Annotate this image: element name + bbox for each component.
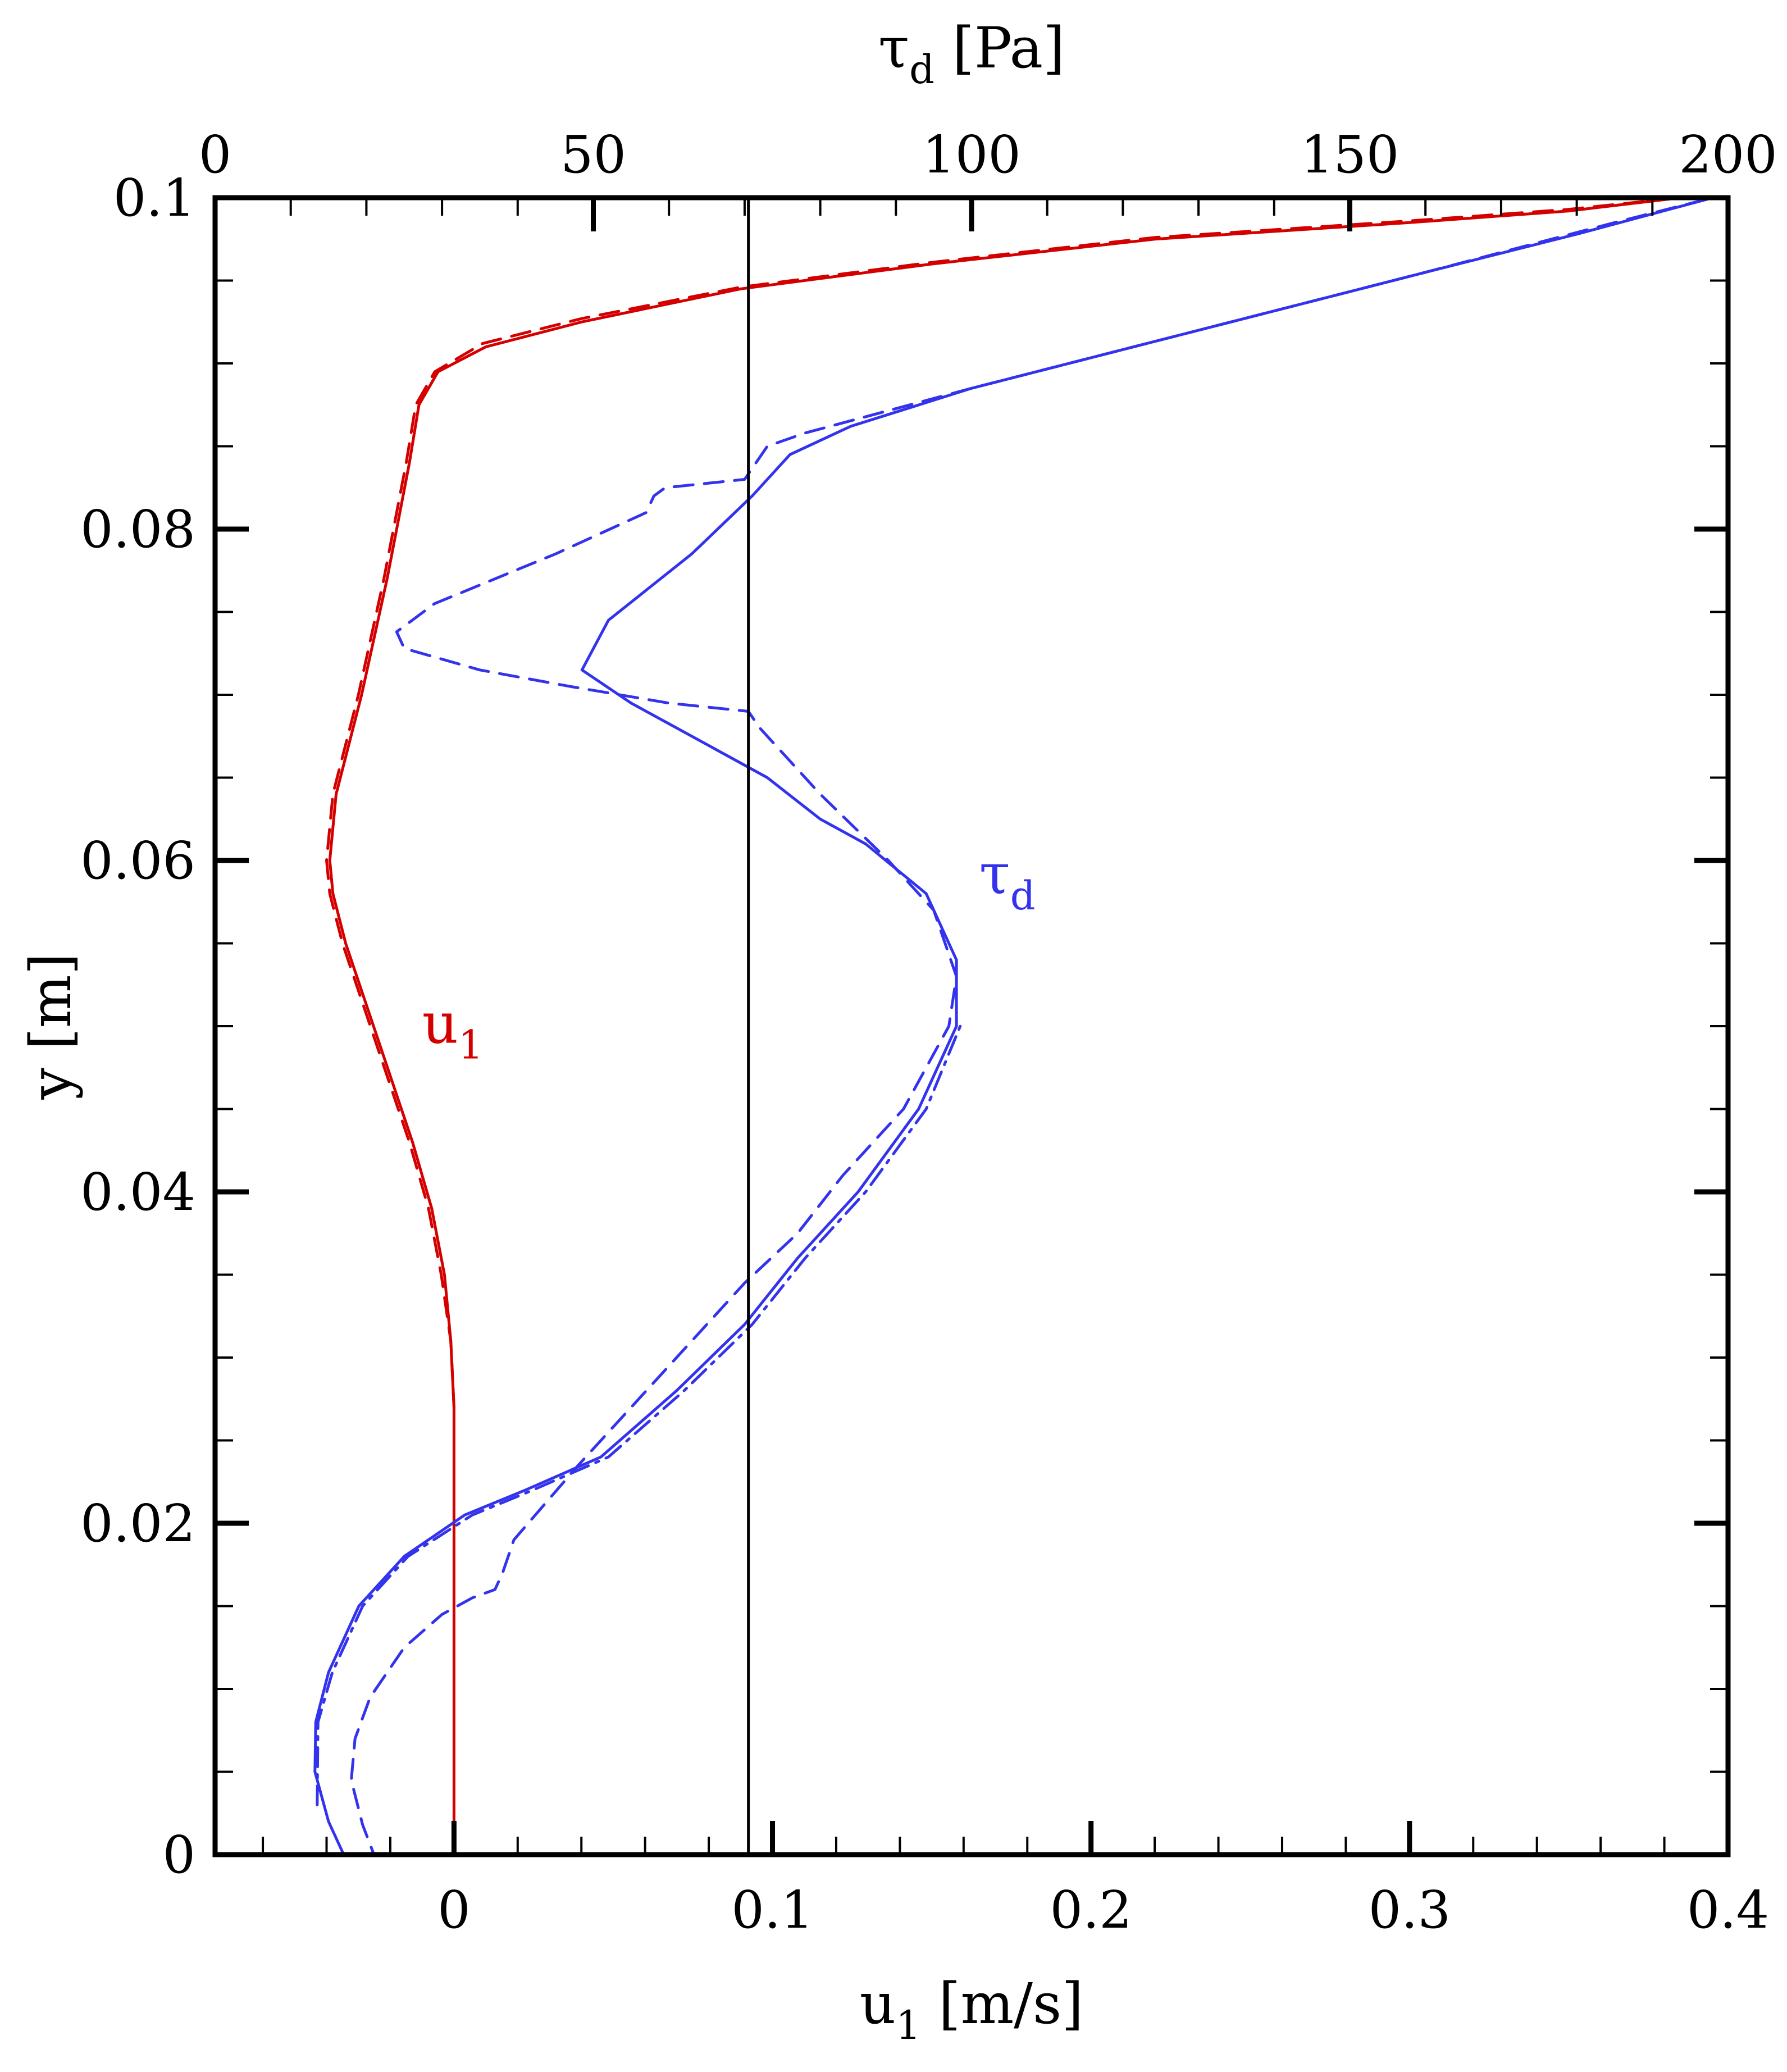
x-bottom-tick-label: 0.3 — [1369, 1880, 1451, 1940]
x-top-tick-label: 50 — [560, 125, 626, 185]
y-tick-label: 0.08 — [80, 499, 195, 559]
tick-labels: 00.020.040.060.080.10 0.1 0.2 0.3 0.40 50 100 1… — [80, 125, 1777, 1940]
tau-curve-label: τd — [979, 841, 1035, 919]
x-axis-title-bottom-base: u — [860, 1971, 896, 2037]
x-bottom-tick-label: 0.2 — [1050, 1880, 1132, 1940]
x-bottom-tick-label: 0.1 — [731, 1880, 813, 1940]
tau-curve-label-sub: d — [1010, 873, 1036, 919]
curves — [270, 196, 1715, 1856]
u1-curve-label-sub: 1 — [458, 1022, 484, 1068]
x-top-tick-label: 0 — [199, 125, 232, 185]
x-top-tick-label: 150 — [1301, 125, 1399, 185]
x-axis-title-bottom-unit: [m/s] — [921, 1971, 1084, 2037]
y-tick-label: 0.02 — [80, 1493, 195, 1554]
y-tick-label: 0 — [162, 1825, 195, 1885]
x-axis-title-top-unit: [Pa] — [934, 15, 1065, 81]
x-top-tick-label: 100 — [922, 125, 1021, 185]
x-axis-title-top-sub: d — [909, 47, 934, 93]
tau-dashed-series-3 — [270, 196, 1715, 1856]
tau-solid-series-2 — [270, 196, 1715, 1856]
u1-curve-label: u1 — [422, 991, 484, 1068]
x-axis-title-top: τd [Pa] — [878, 15, 1065, 93]
y-tick-label: 0.1 — [113, 168, 195, 228]
ticks — [215, 195, 1728, 1857]
x-axis-title-bottom: u1 [m/s] — [860, 1971, 1084, 2048]
x-top-tick-label: 200 — [1679, 125, 1777, 185]
y-tick-label: 0.04 — [80, 1162, 195, 1222]
x-bottom-tick-label: 0.4 — [1687, 1880, 1769, 1940]
u1-dashed-series-1 — [325, 196, 1682, 1409]
u1-solid-series-0 — [328, 196, 1682, 1856]
u1-curve-label-base: u — [422, 991, 458, 1057]
y-tick-label: 0.06 — [80, 831, 195, 891]
x-axis-title-bottom-sub: 1 — [896, 2002, 921, 2048]
tau-dashdot-series-4 — [316, 1024, 962, 1806]
y-axis-title: y [m] — [18, 953, 84, 1100]
x-axis-title-top-base: τ — [878, 15, 909, 81]
x-bottom-tick-label: 0 — [437, 1880, 471, 1940]
tau-curve-label-base: τ — [979, 841, 1010, 907]
